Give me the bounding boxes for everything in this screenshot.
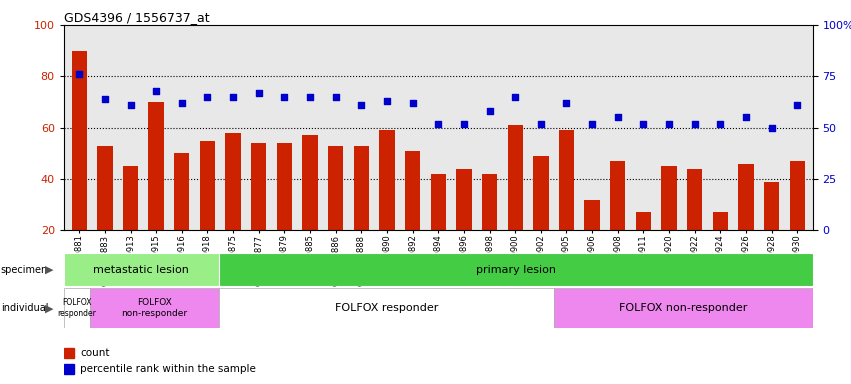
Point [72, 71, 86, 77]
Text: ▶: ▶ [45, 303, 54, 313]
Point [637, 121, 650, 127]
Bar [328, 146, 343, 230]
Point [98, 96, 111, 102]
Bar [380, 130, 395, 230]
Text: FOLFOX non-responder: FOLFOX non-responder [620, 303, 748, 313]
Text: count: count [80, 348, 110, 358]
Bar [739, 164, 754, 230]
Bar [302, 136, 317, 230]
Point [611, 114, 625, 121]
Point [380, 98, 394, 104]
Bar [89, 288, 219, 328]
Point [123, 102, 137, 108]
Point [149, 88, 163, 94]
Point [431, 121, 445, 127]
Point [226, 94, 240, 100]
Point [662, 121, 676, 127]
Bar [226, 133, 241, 230]
Bar [219, 288, 555, 328]
Bar [64, 253, 219, 286]
Bar [277, 143, 292, 230]
Bar [219, 253, 813, 286]
Bar [482, 174, 497, 230]
Point [534, 121, 548, 127]
Point [175, 100, 189, 106]
Point [791, 102, 804, 108]
Point [252, 90, 266, 96]
Text: FOLFOX responder: FOLFOX responder [335, 303, 438, 313]
Text: FOLFOX
non-responder: FOLFOX non-responder [121, 298, 187, 318]
Point [508, 94, 522, 100]
Bar [559, 130, 574, 230]
Bar [534, 156, 549, 230]
Bar [764, 182, 780, 230]
Bar [610, 161, 625, 230]
Point [303, 94, 317, 100]
Bar [507, 125, 523, 230]
Bar [97, 146, 112, 230]
Point [714, 121, 728, 127]
Bar [64, 364, 74, 374]
Text: specimen: specimen [1, 265, 49, 275]
Point [765, 124, 779, 131]
Text: ▶: ▶ [45, 265, 54, 275]
Point [355, 102, 368, 108]
Bar [200, 141, 215, 230]
Bar [790, 161, 805, 230]
Point [585, 121, 599, 127]
Bar [64, 348, 74, 358]
Point [201, 94, 214, 100]
Text: percentile rank within the sample: percentile rank within the sample [80, 364, 256, 374]
Point [457, 121, 471, 127]
Bar [354, 146, 369, 230]
Bar [431, 174, 446, 230]
Point [740, 114, 753, 121]
Bar [251, 143, 266, 230]
Text: GDS4396 / 1556737_at: GDS4396 / 1556737_at [64, 11, 209, 24]
Bar [148, 102, 164, 230]
Bar [661, 166, 677, 230]
Point [277, 94, 291, 100]
Bar [174, 153, 190, 230]
Bar [687, 169, 702, 230]
Point [688, 121, 701, 127]
Bar [636, 212, 651, 230]
Point [406, 100, 420, 106]
Bar [456, 169, 471, 230]
Bar [123, 166, 138, 230]
Text: individual: individual [1, 303, 49, 313]
Text: FOLFOX
responder: FOLFOX responder [57, 298, 96, 318]
Bar [585, 200, 600, 230]
Bar [64, 288, 89, 328]
Bar [71, 51, 87, 230]
Point [483, 108, 496, 114]
Text: metastatic lesion: metastatic lesion [94, 265, 189, 275]
Point [560, 100, 574, 106]
Bar [555, 288, 813, 328]
Point [328, 94, 342, 100]
Bar [712, 212, 728, 230]
Text: primary lesion: primary lesion [476, 265, 556, 275]
Bar [405, 151, 420, 230]
